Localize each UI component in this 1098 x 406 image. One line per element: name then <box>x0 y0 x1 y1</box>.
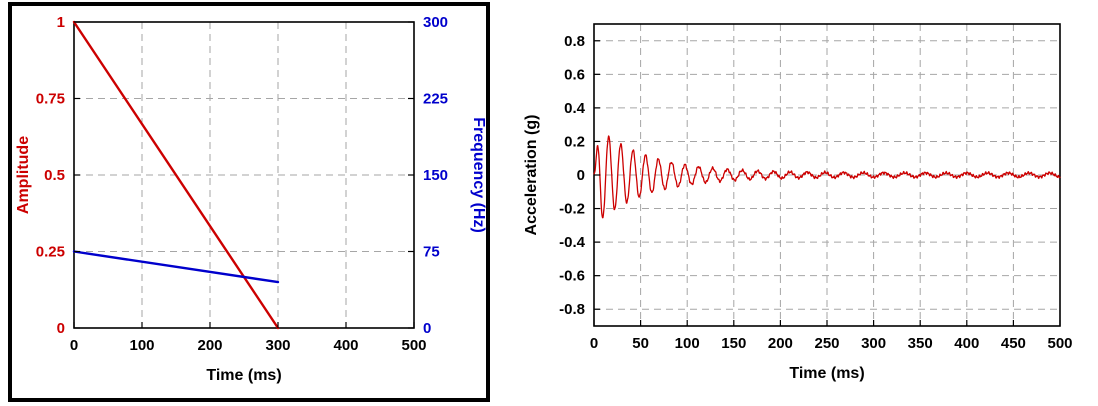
x-tick-label: 400 <box>954 335 979 352</box>
y-tick-label: -0.8 <box>559 301 585 318</box>
x-tick-label: 100 <box>129 337 154 354</box>
y-tick-label: 0.4 <box>564 100 586 117</box>
x-tick-label: 0 <box>70 337 78 354</box>
x-tick-label: 200 <box>197 337 222 354</box>
y-tick-label: 0.25 <box>36 244 65 261</box>
y-tick-label: 0.5 <box>44 167 65 184</box>
grid <box>594 24 1060 326</box>
y-tick-label: -0.4 <box>559 234 586 251</box>
sweep-parameters-chart: 0 100 200 300 400 50000.250.50.75107515022530… <box>15 14 486 384</box>
y-right-tick-label: 75 <box>423 244 440 261</box>
sweep-parameters-panel: 0 100 200 300 400 500 0 0.25 0.5 0.75 1 0 75 150 225 30… <box>8 2 490 402</box>
axes: 0 100 200 300 400 50000.250.50.75107515022530… <box>36 14 448 354</box>
y-tick-label: 0.75 <box>36 91 65 108</box>
x-tick-label: 200 <box>768 335 793 352</box>
x-tick-label: 0 <box>590 335 598 352</box>
x-tick-label: 450 <box>1001 335 1026 352</box>
y-right-tick-label: 150 <box>423 167 448 184</box>
x-tick-label: 150 <box>721 335 746 352</box>
x-axis-label: Time (ms) <box>206 367 281 384</box>
y-tick-label: 1 <box>57 14 65 31</box>
x-tick-label: 50 <box>632 335 649 352</box>
y-tick-label: 0.2 <box>564 133 585 150</box>
x-tick-label: 400 <box>333 337 358 354</box>
x-axis-label: Time (ms) <box>789 365 864 382</box>
y-axis-label: Acceleration (g) <box>523 115 540 236</box>
x-tick-label: 300 <box>861 335 886 352</box>
y-tick-label: 0 <box>577 167 585 184</box>
y-right-tick-label: 225 <box>423 91 448 108</box>
acceleration-panel: 0 50 100 150 200 250 300 350 400 450 500 -0.8 -0.6 -0… <box>520 6 1080 396</box>
y-tick-label: -0.2 <box>559 201 585 218</box>
x-tick-label: 500 <box>1047 335 1072 352</box>
y-right-tick-label: 0 <box>423 320 431 337</box>
y-right-tick-label: 300 <box>423 14 448 31</box>
y-tick-label: 0.8 <box>564 33 585 50</box>
y-tick-label: 0.6 <box>564 66 585 83</box>
y-tick-label: 0 <box>57 320 65 337</box>
y-right-axis-label: Frequency (Hz) <box>470 117 486 233</box>
axes: 0 50 100 150 200 250 300 350 400 450 500 -0.8 -0.6 -0… <box>559 33 1072 352</box>
x-tick-label: 500 <box>401 337 426 354</box>
y-axis-label: Amplitude <box>15 136 32 214</box>
x-tick-label: 250 <box>814 335 839 352</box>
x-tick-label: 350 <box>908 335 933 352</box>
series-line-acceleration <box>593 135 1061 219</box>
x-tick-label: 100 <box>675 335 700 352</box>
grid <box>74 22 414 328</box>
series-line-frequency <box>72 250 280 284</box>
acceleration-response-chart: 0 50 100 150 200 250 300 350 400 450 500 -0.8 -0.6 -0… <box>523 23 1073 382</box>
y-tick-label: -0.6 <box>559 268 585 285</box>
x-tick-label: 300 <box>265 337 290 354</box>
